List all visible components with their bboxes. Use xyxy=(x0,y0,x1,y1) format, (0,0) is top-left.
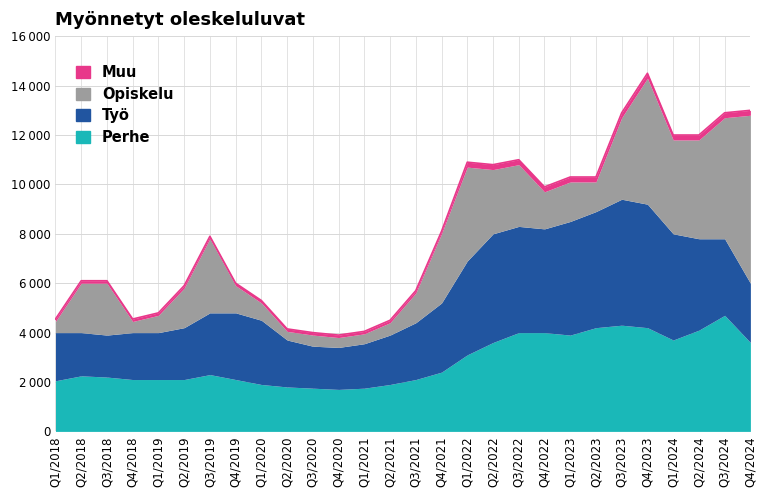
Legend: Muu, Opiskelu, Työ, Perhe: Muu, Opiskelu, Työ, Perhe xyxy=(70,59,179,151)
Text: Myönnetyt oleskeluluvat: Myönnetyt oleskeluluvat xyxy=(55,11,306,29)
